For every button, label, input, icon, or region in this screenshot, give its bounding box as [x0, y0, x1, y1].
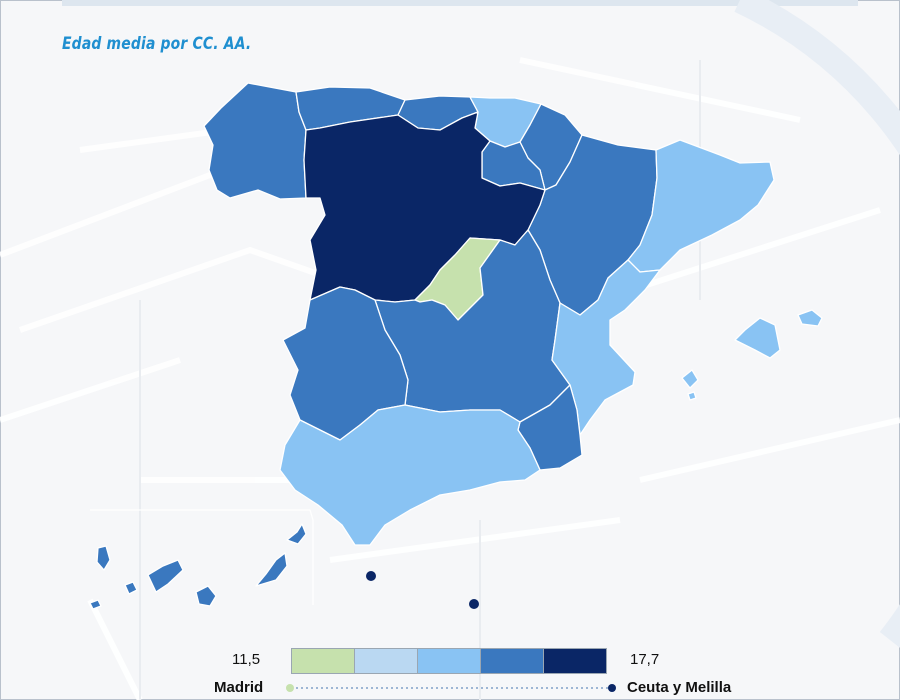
legend-swatch-4 — [480, 648, 544, 674]
legend-swatch-2 — [354, 648, 418, 674]
tenerife-island[interactable] — [147, 559, 184, 593]
fuerteventura-island[interactable] — [255, 552, 288, 587]
legend-color-scale — [291, 648, 607, 674]
gran-canaria-island[interactable] — [195, 585, 217, 607]
lanzarote-island[interactable] — [286, 523, 307, 545]
legend-swatch-3 — [417, 648, 481, 674]
la-gomera-island[interactable] — [124, 581, 138, 595]
legend-max-label: Ceuta y Melilla — [627, 679, 732, 696]
el-hierro-island[interactable] — [89, 599, 102, 610]
region-ceuta[interactable] — [366, 571, 376, 581]
map-title: Edad media por CC. AA. — [62, 34, 252, 54]
la-palma-island[interactable] — [96, 545, 111, 571]
region-islas-baleares[interactable] — [681, 309, 823, 401]
legend-min-label: Madrid — [214, 679, 264, 696]
legend-swatch-1 — [291, 648, 355, 674]
region-melilla[interactable] — [469, 599, 479, 609]
mallorca-island[interactable] — [734, 317, 781, 359]
legend-swatch-5 — [543, 648, 607, 674]
ibiza-island[interactable] — [681, 369, 699, 389]
legend-min-value: 11,5 — [232, 651, 261, 668]
region-cataluna[interactable] — [627, 139, 775, 273]
legend-max-value: 17,7 — [630, 651, 660, 668]
menorca-island[interactable] — [797, 309, 823, 327]
formentera-island[interactable] — [687, 391, 697, 401]
region-galicia[interactable] — [203, 82, 307, 200]
region-andalucia[interactable] — [279, 404, 541, 546]
region-canarias[interactable] — [89, 523, 307, 610]
canarias-inset-frame — [90, 509, 314, 605]
